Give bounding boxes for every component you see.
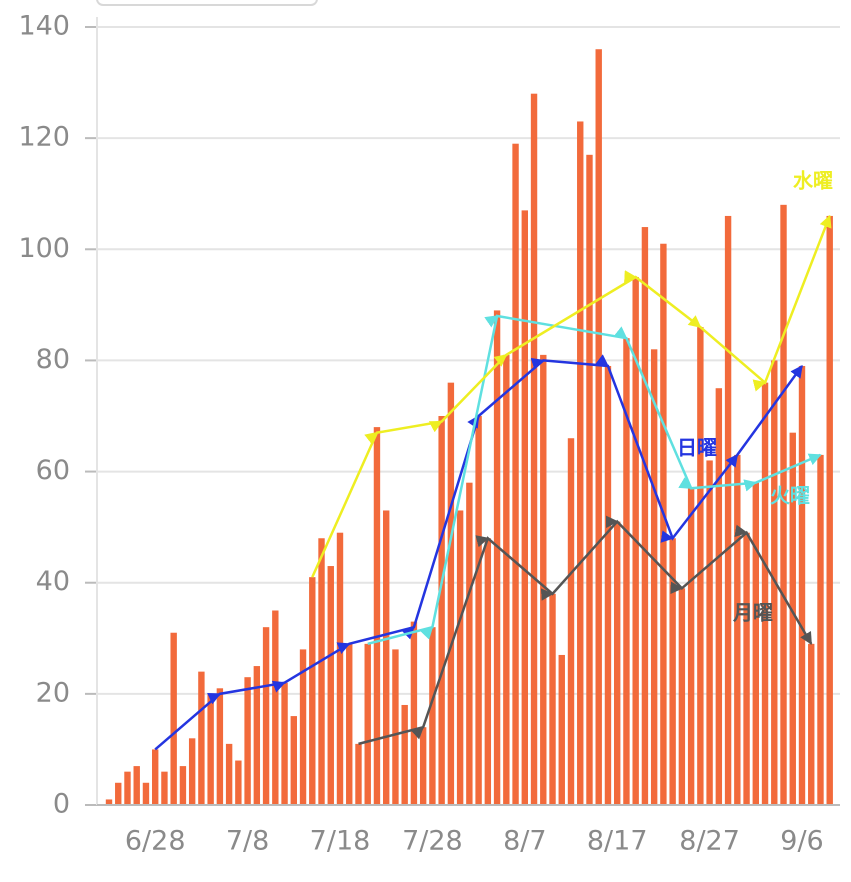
y-tick-label: 100 [18, 233, 70, 264]
y-tick-label: 140 [18, 11, 70, 42]
x-tick-label: 8/17 [587, 826, 648, 857]
bar [761, 382, 769, 805]
series-line [358, 515, 813, 746]
bar [484, 538, 492, 805]
series-label: 火曜 [770, 484, 810, 508]
bar [327, 566, 334, 805]
bar [272, 610, 279, 805]
series-label: 月曜 [732, 601, 773, 625]
bar [383, 510, 390, 805]
bar [115, 782, 122, 805]
bar [503, 354, 510, 805]
bar [808, 643, 815, 805]
y-tick-label: 80 [36, 344, 70, 375]
bar [419, 727, 427, 805]
bar [540, 354, 547, 805]
bar [392, 649, 399, 805]
bar [734, 454, 741, 805]
bar [290, 716, 297, 805]
y-tick-label: 20 [36, 677, 70, 708]
bar [105, 799, 113, 805]
x-tick-label: 7/8 [226, 826, 269, 857]
bar [752, 482, 759, 805]
x-tick-label: 9/6 [780, 826, 823, 857]
bar [687, 488, 695, 805]
bar [512, 143, 519, 805]
bar [678, 588, 686, 805]
bar [660, 243, 667, 805]
bar [161, 771, 168, 805]
bar [207, 693, 214, 805]
y-tick-label: 60 [36, 455, 70, 486]
bar [188, 738, 196, 805]
bar [373, 427, 381, 805]
bar [697, 327, 704, 805]
y-tick-label: 120 [18, 122, 70, 153]
bar [235, 760, 242, 805]
bar [826, 215, 833, 805]
bar [798, 365, 806, 805]
bar [475, 416, 482, 805]
bar [724, 215, 732, 805]
bar [318, 538, 325, 805]
bar [336, 532, 344, 805]
bar [456, 510, 464, 805]
bar [124, 771, 131, 805]
bar [355, 743, 362, 805]
bar [447, 382, 455, 805]
bar [549, 593, 556, 805]
bar [567, 438, 575, 805]
bar [152, 749, 159, 805]
bar [530, 93, 538, 805]
bar [299, 649, 307, 805]
bar [429, 627, 436, 805]
bar [650, 349, 658, 805]
x-tick-label: 8/7 [503, 826, 546, 857]
bar [604, 365, 612, 805]
bar [198, 671, 205, 805]
bar [558, 654, 565, 805]
bar [493, 310, 501, 805]
bar [253, 666, 261, 805]
bar [170, 632, 177, 805]
series-label: 水曜 [793, 169, 833, 193]
x-tick-label: 7/18 [310, 826, 371, 857]
bar [401, 704, 408, 805]
series-label: 日曜 [677, 436, 717, 460]
bar [281, 682, 288, 805]
x-tick-label: 7/28 [402, 826, 463, 857]
bar [614, 521, 621, 805]
x-tick-label: 8/27 [679, 826, 740, 857]
bar [179, 766, 187, 805]
bar [595, 49, 602, 805]
bar [142, 782, 150, 805]
bar [743, 532, 750, 805]
bar [817, 454, 824, 805]
series-line [311, 214, 832, 578]
bar [521, 210, 528, 805]
bar [641, 227, 649, 806]
x-tick-label: 6/28 [125, 826, 186, 857]
bar [466, 482, 473, 805]
bar [309, 577, 316, 805]
bar [225, 743, 233, 805]
bar [438, 416, 445, 805]
bar [244, 677, 251, 805]
bar [216, 688, 224, 805]
y-tick-label: 40 [36, 566, 70, 597]
bar [133, 766, 140, 805]
bar [364, 643, 371, 805]
bar [410, 621, 418, 805]
y-tick-label: 0 [53, 789, 70, 820]
bar [262, 627, 270, 805]
top-box [96, 0, 318, 6]
bar [706, 460, 713, 805]
bar [577, 121, 584, 805]
bar [346, 643, 353, 805]
bar [586, 154, 593, 806]
